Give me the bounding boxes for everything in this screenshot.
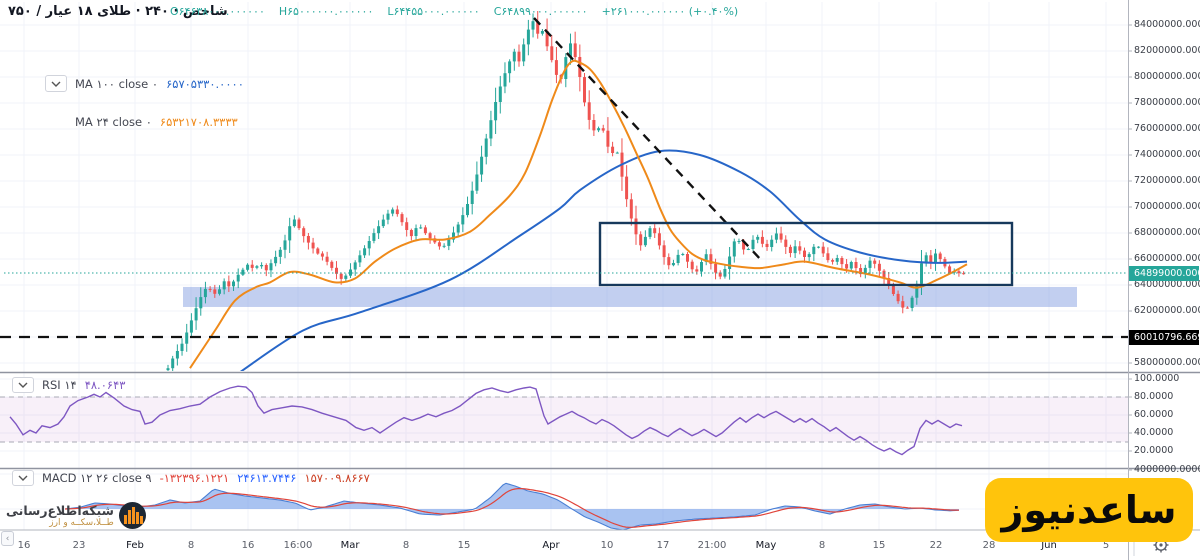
current-price-label: 64899000.0000000 bbox=[1129, 266, 1200, 281]
price-axis-label: 84000000.0000000 bbox=[1134, 19, 1200, 30]
chevron-down-icon bbox=[18, 382, 28, 388]
ohlc-low: L۶۴۴۵۵۰۰۰.۰۰۰۰۰۰ bbox=[387, 5, 480, 18]
rsi-axis-label: 40.0000 bbox=[1134, 427, 1174, 438]
price-axis-label: 58000000.0000000 bbox=[1134, 357, 1200, 368]
ma24-legend-row: MA ۲۴ close ۰ ۶۵۳۲۱۷۰۸.۳۳۳۳ bbox=[75, 115, 238, 129]
macd-line-value: ۲۴۶۱۳.۷۴۴۶ bbox=[237, 471, 297, 485]
price-axis-label: 66000000.0000000 bbox=[1134, 253, 1200, 264]
rsi-axis-label: 80.0000 bbox=[1134, 391, 1174, 402]
time-axis-label: 8 bbox=[818, 540, 826, 551]
ma100-line bbox=[239, 149, 968, 371]
macd-legend-row: MACD ۱۲ ۲۶ close ۹ -۱۳۲۳۹۶.۱۲۲۱ ۲۴۶۱۳.۷۴… bbox=[12, 470, 370, 486]
time-axis-label: 21:00 bbox=[697, 540, 727, 551]
time-axis-label: Jun bbox=[1041, 540, 1057, 551]
trendline-dashed[interactable] bbox=[533, 17, 764, 263]
chevron-down-icon bbox=[18, 475, 28, 481]
macd-signal-line bbox=[64, 488, 960, 528]
rsi-axis-label: 100.0000 bbox=[1134, 373, 1180, 384]
macd-line bbox=[64, 482, 960, 530]
rsi-legend-row: RSI ۱۴ ۴۸.۰۶۴۳ bbox=[12, 377, 125, 393]
time-axis-label: Apr bbox=[542, 540, 560, 551]
time-axis-label: 28 bbox=[982, 540, 996, 551]
ohlc-change: +۲۶۱۰۰۰.۰۰۰۰۰۰ (+۰.۴۰%) bbox=[601, 5, 739, 18]
time-axis-label: Mar bbox=[340, 540, 360, 551]
symbol-title: شاخص · ۲۴۰ · طلای ۱۸ عیار / ۷۵۰ bbox=[8, 4, 228, 19]
rsi-axis-label: 20.0000 bbox=[1134, 445, 1174, 456]
ma24-value: ۶۵۳۲۱۷۰۸.۳۳۳۳ bbox=[159, 115, 238, 129]
time-axis-label: Feb bbox=[126, 540, 144, 551]
macd-axis-label: 4000000.0000 bbox=[1134, 464, 1200, 475]
time-axis-label: 17 bbox=[656, 540, 670, 551]
support-band bbox=[183, 286, 1077, 307]
ohlc-close: C۶۴۸۹۹۰۰۰.۰۰۰۰۰۰ bbox=[493, 5, 588, 18]
rsi-value: ۴۸.۰۶۴۳ bbox=[84, 378, 126, 392]
time-axis-label: 22 bbox=[929, 540, 943, 551]
collapse-macd-button[interactable] bbox=[12, 470, 34, 486]
time-axis-label: 8 bbox=[402, 540, 410, 551]
saednews-logo-badge: ساعدنیوز bbox=[985, 478, 1193, 542]
macd-signal-value: ۱۵۷۰۰۹.۸۶۶۷ bbox=[304, 471, 370, 485]
ma100-value: ۶۵۷۰۵۳۳۰.۰۰۰۰ bbox=[166, 76, 244, 91]
time-axis-label: May bbox=[755, 540, 777, 551]
price-axis-label: 64000000.0000000 bbox=[1134, 279, 1200, 290]
ohlc-row: O۶۴۶۳۸۰۰۰.۰۰۰۰۰۰ H۶۵۰۰۰۰۰۰.۰۰۰۰۰۰ L۶۴۴۵۵… bbox=[170, 5, 738, 18]
ohlc-open: O۶۴۶۳۸۰۰۰.۰۰۰۰۰۰ bbox=[170, 5, 265, 18]
ma100-label: MA ۱۰۰ close ۰ bbox=[75, 76, 159, 91]
macd-label: MACD ۱۲ ۲۶ close ۹ bbox=[42, 471, 152, 485]
time-axis-label: 16:00 bbox=[283, 540, 313, 551]
candles-layer bbox=[166, 11, 966, 371]
rsi-band bbox=[0, 396, 1128, 443]
macd-hist-value: -۱۳۲۳۹۶.۱۲۲۱ bbox=[159, 471, 230, 485]
rsi-label: RSI ۱۴ bbox=[42, 378, 77, 392]
watermark-line1: شبکه‌اطلاع‌رسانی bbox=[6, 503, 114, 518]
price-axis-label: 62000000.0000000 bbox=[1134, 305, 1200, 316]
chevron-down-icon bbox=[51, 81, 61, 87]
collapse-indicators-button[interactable] bbox=[45, 75, 67, 92]
watermark-logo-icon bbox=[118, 502, 146, 529]
time-axis-label: 5 bbox=[1102, 540, 1110, 551]
time-axis-label: 16 bbox=[17, 540, 31, 551]
level-price-label: 60010796.6690074 bbox=[1129, 330, 1200, 345]
ma-lines bbox=[189, 59, 968, 371]
price-axis-label: 70000000.0000000 bbox=[1134, 201, 1200, 212]
watermark: شبکه‌اطلاع‌رسانی طــلا،سکــه و ارز bbox=[6, 502, 146, 529]
price-axis-label: 76000000.0000000 bbox=[1134, 123, 1200, 134]
saednews-logo-text: ساعدنیوز bbox=[1001, 488, 1177, 532]
ma100-legend-row: MA ۱۰۰ close ۰ ۶۵۷۰۵۳۳۰.۰۰۰۰ bbox=[45, 75, 244, 92]
time-axis-label: 23 bbox=[72, 540, 86, 551]
price-axis-label: 72000000.0000000 bbox=[1134, 175, 1200, 186]
price-axis-label: 78000000.0000000 bbox=[1134, 97, 1200, 108]
macd-layer bbox=[64, 482, 960, 530]
scroll-edge-marker[interactable]: ‹ bbox=[1, 531, 14, 546]
ma24-line bbox=[189, 59, 968, 369]
macd-area bbox=[65, 483, 959, 530]
range-box[interactable] bbox=[598, 221, 1014, 287]
time-axis-label: 15 bbox=[872, 540, 886, 551]
price-axis-label: 82000000.0000000 bbox=[1134, 45, 1200, 56]
rsi-axis-label: 60.0000 bbox=[1134, 409, 1174, 420]
watermark-line2: طــلا،سکــه و ارز bbox=[49, 518, 114, 528]
price-axis-label: 68000000.0000000 bbox=[1134, 227, 1200, 238]
collapse-rsi-button[interactable] bbox=[12, 377, 34, 393]
time-axis-label: 15 bbox=[457, 540, 471, 551]
ohlc-high: H۶۵۰۰۰۰۰۰.۰۰۰۰۰۰ bbox=[278, 5, 374, 18]
price-axis-label: 74000000.0000000 bbox=[1134, 149, 1200, 160]
price-axis-label: 80000000.0000000 bbox=[1134, 71, 1200, 82]
ma24-label: MA ۲۴ close ۰ bbox=[75, 115, 152, 129]
time-axis-label: 8 bbox=[187, 540, 195, 551]
rsi-line bbox=[9, 385, 963, 456]
time-axis-label: 16 bbox=[241, 540, 255, 551]
time-axis-label: 10 bbox=[600, 540, 614, 551]
